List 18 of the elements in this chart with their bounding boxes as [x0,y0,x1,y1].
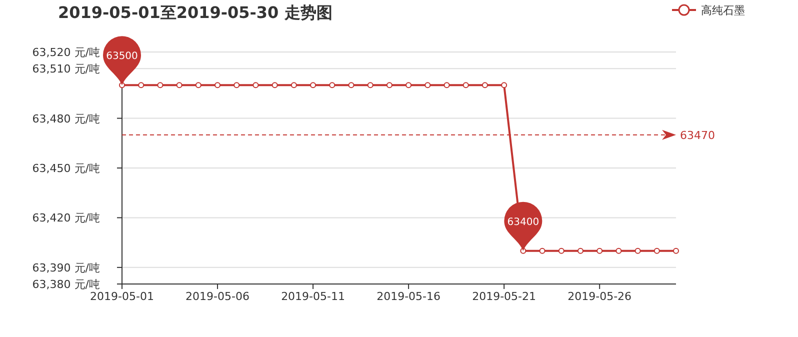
x-tick-label: 2019-05-11 [281,290,346,303]
y-tick-label: 63,480 元/吨 [32,112,100,126]
y-tick-label: 63,510 元/吨 [32,62,100,76]
y-tick-label: 63,420 元/吨 [32,212,100,225]
y-tick-label: 63,450 元/吨 [32,162,100,175]
annotation: 63400 [507,216,540,228]
chart-title: 2019-05-01至2019-05-30 走势图 [58,3,332,22]
x-tick-label: 2019-05-26 [568,290,632,303]
x-tick-label: 2019-05-21 [472,290,536,303]
x-tick-label: 2019-05-06 [186,290,250,303]
annotation: 63500 [106,51,138,62]
ref-line-label: 63470 [680,128,715,142]
x-tick-label: 2019-05-16 [376,290,441,303]
y-tick-label: 63,390 元/吨 [32,261,100,274]
x-tick-label: 2019-05-01 [90,290,154,303]
y-tick-label: 63,380 元/吨 [32,278,100,291]
y-tick-label: 63,520 元/吨 [32,46,100,59]
legend-label: 高纯石墨 [701,4,745,17]
